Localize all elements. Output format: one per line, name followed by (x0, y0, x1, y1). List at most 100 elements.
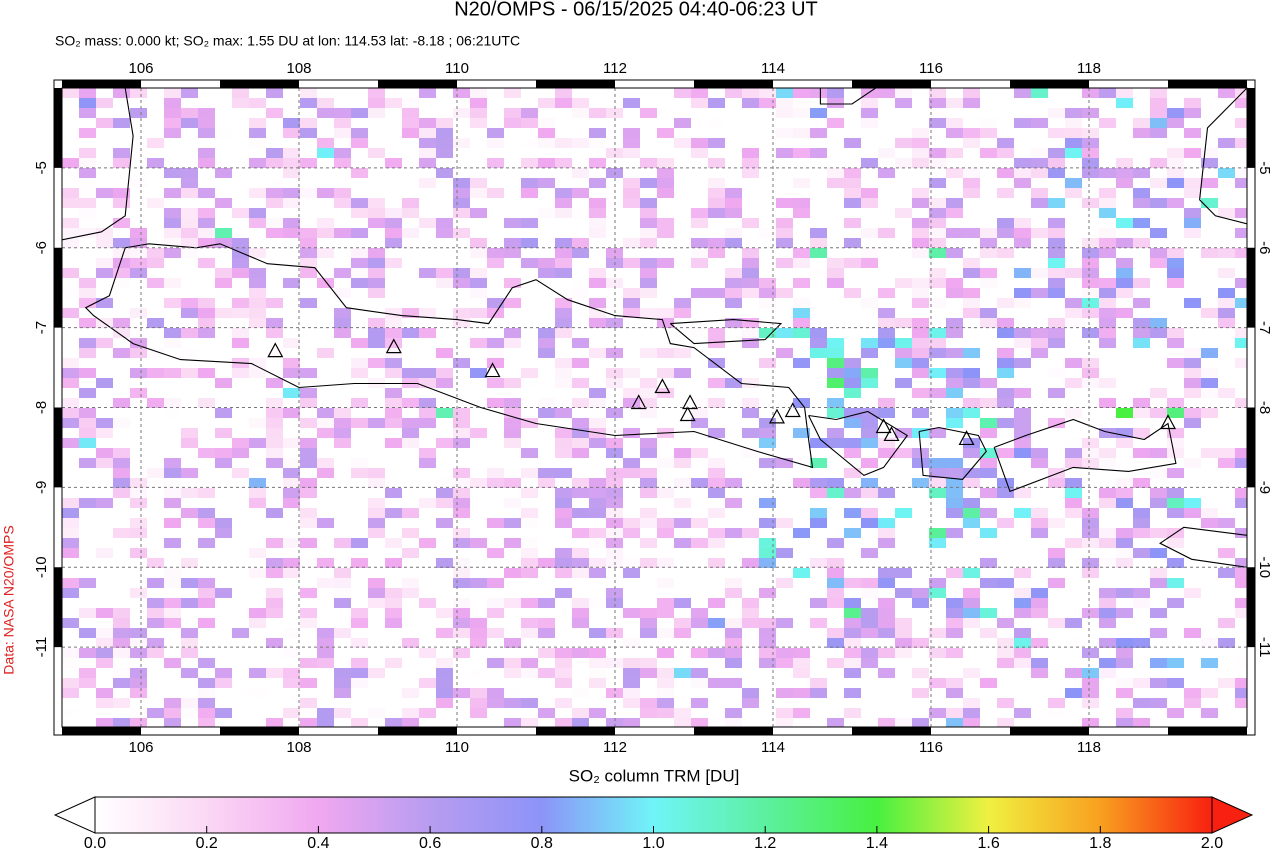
so2-pixel (266, 718, 283, 727)
so2-pixel (1048, 128, 1065, 138)
so2-pixel (827, 428, 844, 438)
so2-pixel (317, 628, 334, 638)
coastline (918, 426, 987, 480)
so2-pixel (147, 638, 164, 648)
so2-pixel (504, 338, 521, 348)
so2-pixel (912, 358, 929, 368)
so2-pixel (419, 408, 436, 418)
so2-pixel (844, 488, 861, 498)
so2-pixel (334, 688, 351, 698)
so2-pixel (1167, 108, 1184, 118)
so2-pixel (1082, 608, 1099, 618)
so2-pixel (1065, 188, 1082, 198)
so2-pixel (844, 468, 861, 478)
so2-pixel (946, 148, 963, 158)
so2-pixel (861, 378, 878, 388)
so2-pixel (1150, 548, 1167, 558)
so2-pixel (589, 668, 606, 678)
so2-pixel (1065, 268, 1082, 278)
so2-pixel (385, 338, 402, 348)
so2-pixel (878, 578, 895, 588)
so2-pixel (1201, 148, 1218, 158)
so2-pixel (1184, 388, 1201, 398)
so2-pixel (759, 658, 776, 668)
so2-pixel (538, 158, 555, 168)
so2-pixel (640, 278, 657, 288)
so2-pixel (1150, 448, 1167, 458)
so2-pixel (555, 138, 572, 148)
so2-pixel (708, 238, 725, 248)
so2-pixel (1031, 518, 1048, 528)
so2-pixel (1184, 508, 1201, 518)
so2-pixel (96, 658, 113, 668)
so2-pixel (419, 648, 436, 658)
so2-pixel (742, 398, 759, 408)
so2-pixel (266, 638, 283, 648)
so2-pixel (980, 278, 997, 288)
so2-pixel (861, 368, 878, 378)
so2-pixel (283, 498, 300, 508)
so2-pixel (300, 478, 317, 488)
so2-pixel (453, 208, 470, 218)
so2-pixel (980, 448, 997, 458)
so2-pixel (487, 688, 504, 698)
so2-pixel (589, 298, 606, 308)
so2-pixel (1031, 458, 1048, 468)
so2-pixel (640, 538, 657, 548)
so2-pixel (844, 508, 861, 518)
so2-pixel (249, 688, 266, 698)
so2-pixel (878, 398, 895, 408)
so2-pixel (1048, 468, 1065, 478)
so2-pixel (1167, 598, 1184, 608)
so2-pixel (300, 388, 317, 398)
frame-band (220, 727, 299, 735)
so2-pixel (1167, 198, 1184, 208)
so2-pixel (1082, 138, 1099, 148)
so2-pixel (1133, 588, 1150, 598)
so2-pixel (266, 608, 283, 618)
so2-pixel (453, 688, 470, 698)
so2-pixel (62, 628, 79, 638)
so2-pixel (266, 558, 283, 568)
so2-pixel (1065, 638, 1082, 648)
so2-pixel (385, 408, 402, 418)
frame-band (54, 247, 62, 328)
so2-pixel (79, 228, 96, 238)
so2-pixel (487, 188, 504, 198)
so2-pixel (453, 198, 470, 208)
frame-band (1168, 80, 1247, 88)
so2-pixel (929, 708, 946, 718)
so2-pixel (725, 578, 742, 588)
so2-pixel (929, 388, 946, 398)
so2-pixel (759, 88, 776, 98)
so2-pixel (113, 258, 130, 268)
so2-pixel (606, 628, 623, 638)
so2-pixel (79, 288, 96, 298)
so2-pixel (946, 228, 963, 238)
so2-pixel (351, 108, 368, 118)
so2-pixel (1065, 358, 1082, 368)
so2-pixel (1065, 138, 1082, 148)
so2-pixel (436, 608, 453, 618)
so2-pixel (402, 118, 419, 128)
so2-pixel (827, 558, 844, 568)
so2-pixel (827, 438, 844, 448)
so2-pixel (385, 618, 402, 628)
so2-pixel (946, 628, 963, 638)
so2-pixel (181, 88, 198, 98)
so2-pixel (300, 718, 317, 727)
so2-pixel (827, 588, 844, 598)
so2-pixel (79, 128, 96, 138)
so2-pixel (368, 518, 385, 528)
so2-pixel (113, 718, 130, 727)
so2-pixel (980, 318, 997, 328)
so2-pixel (249, 288, 266, 298)
so2-pixel (827, 638, 844, 648)
so2-pixel (181, 208, 198, 218)
so2-pixel (810, 508, 827, 518)
so2-pixel (1048, 708, 1065, 718)
so2-pixel (844, 618, 861, 628)
so2-pixel (521, 618, 538, 628)
so2-pixel (793, 88, 810, 98)
so2-pixel (572, 688, 589, 698)
